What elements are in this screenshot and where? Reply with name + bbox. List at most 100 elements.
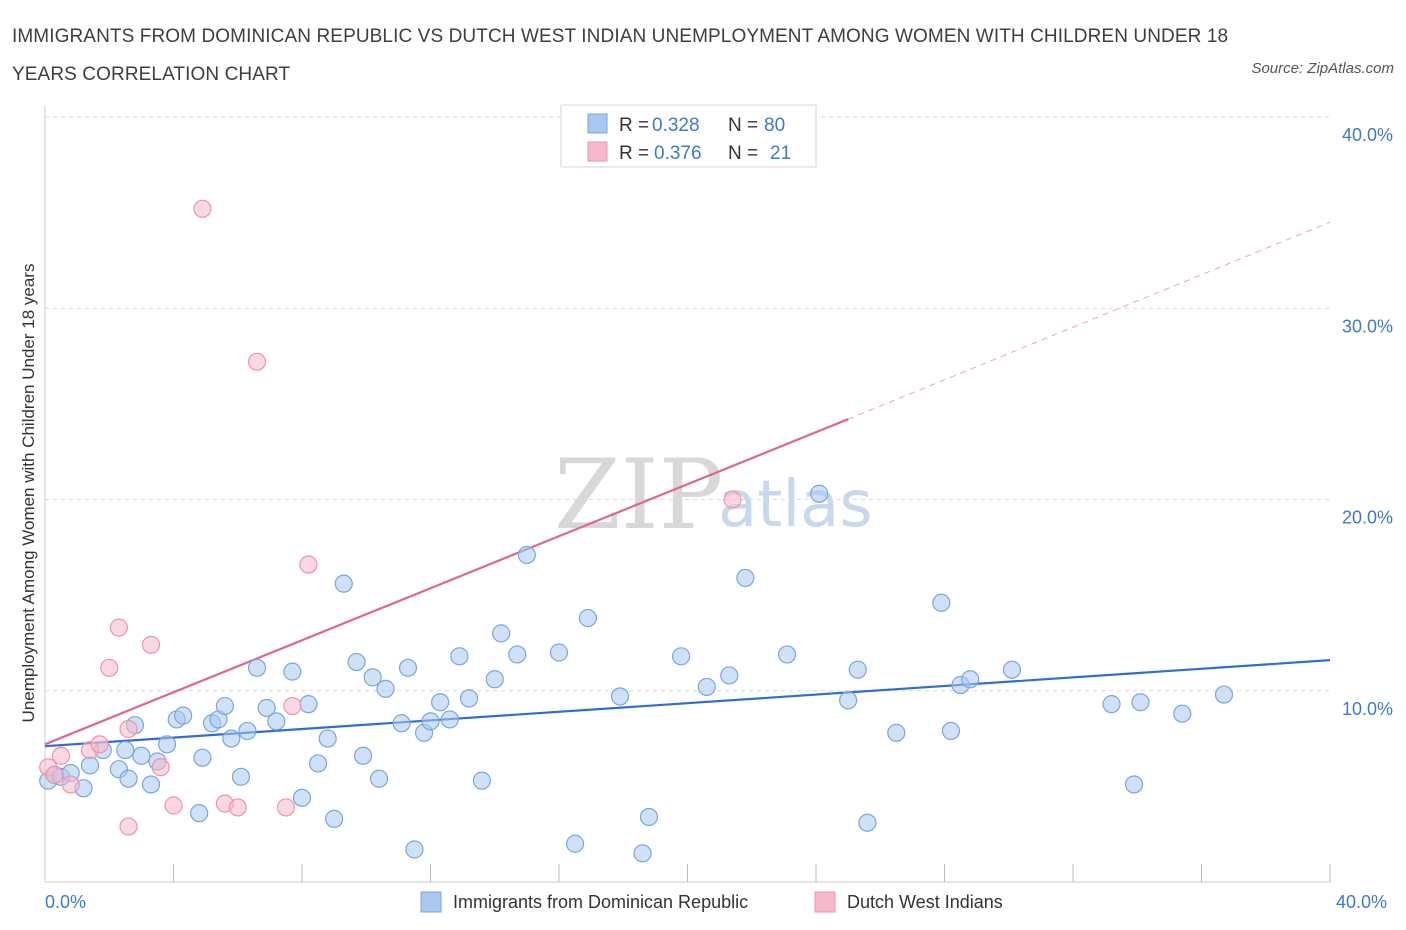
dominican-point: [318, 729, 337, 748]
dominican-point: [517, 545, 536, 565]
dominican-point: [961, 670, 980, 689]
series-dominican-points: [39, 484, 1234, 863]
dominican-point: [1124, 775, 1144, 794]
dominican-point: [215, 696, 234, 716]
dominican-point: [231, 767, 251, 786]
dominican-point: [283, 662, 302, 681]
x-tick-label-min: 0.0%: [45, 892, 86, 912]
dominican-point: [633, 844, 652, 863]
dominican-point: [485, 670, 504, 689]
chart-source: Source: ZipAtlas.com: [1251, 60, 1394, 77]
stats-legend-swatch-pink: [587, 141, 608, 162]
dominican-point: [887, 723, 906, 742]
dutch-west-indian-point: [193, 199, 212, 218]
dominican-point: [116, 740, 135, 760]
y-tick-label-40: 40.0%: [1342, 125, 1393, 145]
dutch-west-indian-point: [151, 758, 170, 777]
stats-legend-r-value-pink: 0.376: [654, 143, 702, 164]
dominican-point: [392, 714, 411, 733]
dutch-west-indian-point: [100, 658, 119, 677]
stats-legend-n-value-pink: 21: [770, 143, 791, 164]
dominican-point: [941, 721, 961, 741]
dominican-point: [353, 746, 373, 765]
dominican-point: [472, 771, 491, 790]
dominican-point: [405, 840, 424, 859]
y-tick-label-30: 30.0%: [1342, 316, 1393, 336]
x-tick-marks: [173, 864, 1331, 882]
dutch-west-indian-point: [51, 746, 71, 765]
y-tick-label-20: 20.0%: [1342, 508, 1393, 528]
dominican-point: [141, 775, 161, 794]
dominican-point: [370, 769, 389, 788]
series-dutch-west-indian-points: [39, 199, 742, 836]
dominican-point: [299, 695, 318, 714]
dominican-point: [431, 693, 450, 712]
stats-legend-r-value-blue: 0.328: [652, 115, 700, 136]
dominican-point: [671, 647, 691, 666]
watermark: ZIP atlas: [554, 439, 873, 551]
trend-line-dominican: [44, 659, 1331, 748]
dutch-west-indian-point: [276, 798, 296, 817]
dominican-point: [549, 643, 569, 662]
stats-legend-r-label-blue: R =: [619, 115, 649, 136]
dominican-point: [610, 687, 630, 706]
dutch-west-indian-point: [247, 352, 267, 371]
dominican-point: [440, 710, 459, 729]
dominican-point: [1002, 660, 1022, 679]
dominican-point: [1131, 693, 1150, 712]
dutch-west-indian-point: [164, 796, 183, 815]
dutch-west-indian-point: [228, 798, 247, 817]
y-tick-label-10: 10.0%: [1342, 699, 1393, 719]
dominican-point: [347, 652, 366, 672]
dominican-point: [639, 807, 659, 827]
y-tick-labels: 10.0% 20.0% 30.0% 40.0%: [1342, 125, 1393, 719]
chart-title: IMMIGRANTS FROM DOMINICAN REPUBLIC VS DU…: [12, 26, 1229, 85]
dominican-point: [848, 660, 867, 679]
trend-lines: [44, 221, 1331, 748]
dominican-point: [565, 834, 585, 853]
stats-legend-n-label-blue: N =: [728, 115, 758, 136]
series-legend-label-blue: Immigrants from Dominican Republic: [453, 892, 748, 912]
dominican-point: [508, 645, 527, 664]
dominican-point: [858, 813, 877, 832]
stats-legend-n-label-pink: N =: [728, 143, 758, 164]
stats-legend-swatch-blue: [587, 113, 608, 134]
dutch-west-indian-point: [45, 765, 64, 785]
trend-line-dutch-west-indian: [44, 418, 849, 746]
trend-line-dutch-west-indian-extension: [847, 221, 1331, 420]
dominican-point: [119, 769, 138, 788]
dominican-point: [376, 679, 395, 698]
dominican-point: [1102, 695, 1121, 714]
dominican-point: [308, 754, 328, 773]
dominican-point: [697, 677, 716, 697]
dominican-point: [174, 706, 193, 725]
dominican-point: [132, 746, 151, 765]
stats-legend-n-value-blue: 80: [764, 115, 785, 136]
series-legend: Immigrants from Dominican Republic Dutch…: [420, 891, 1003, 913]
dominican-point: [450, 647, 469, 666]
dominican-point: [459, 689, 479, 708]
dominican-point: [398, 658, 418, 677]
stats-legend-r-label-pink: R =: [619, 143, 649, 164]
watermark-zip: ZIP: [554, 439, 723, 551]
dominican-point: [193, 748, 212, 767]
dominican-point: [257, 698, 276, 718]
dominican-point: [932, 593, 951, 612]
dominican-point: [325, 809, 344, 828]
dominican-point: [247, 658, 267, 677]
dominican-point: [292, 788, 312, 807]
dutch-west-indian-point: [90, 735, 109, 754]
stats-legend: R = 0.328 N = 80 R = 0.376 N = 21: [560, 104, 817, 168]
dominican-point: [1214, 685, 1234, 704]
y-axis-label: Unemployment Among Women with Children U…: [19, 264, 38, 723]
dominican-point: [720, 666, 739, 685]
dutch-west-indian-point: [109, 618, 128, 637]
dutch-west-indian-point: [141, 635, 161, 654]
dominican-point: [267, 712, 286, 731]
dominican-point: [363, 668, 382, 687]
series-legend-swatch-pink: [814, 891, 836, 913]
dutch-west-indian-point: [299, 555, 318, 574]
series-legend-label-pink: Dutch West Indians: [847, 892, 1003, 912]
dominican-point: [238, 721, 257, 741]
